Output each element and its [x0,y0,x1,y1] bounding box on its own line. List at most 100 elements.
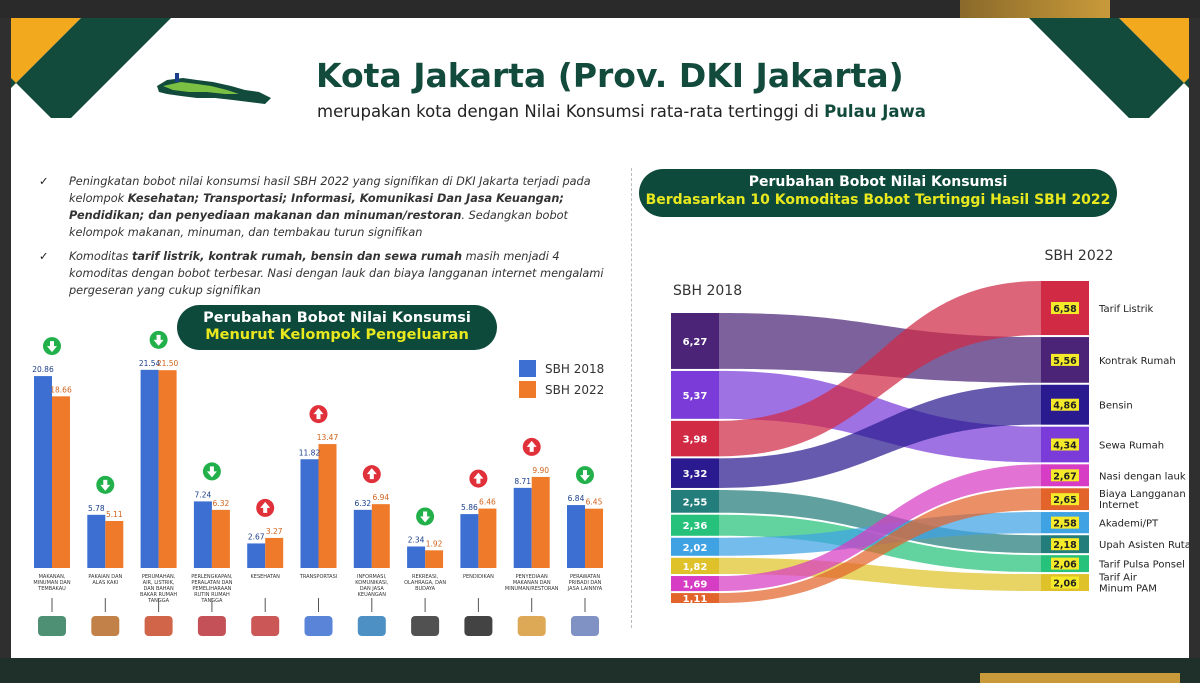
category-label-line: PERAWATAN [570,574,600,580]
sankey-left-node [671,557,719,575]
bar-value-label-2018: 5.86 [461,503,478,512]
bar-2022 [318,444,337,568]
top-dark-decoration [0,0,1200,18]
bar-2022 [211,509,230,568]
icon-shape [251,616,280,636]
sankey-right-label: Akademi/PT [1099,519,1159,530]
category-label-line: MINUMAN/RESTORAN [505,586,559,592]
corner-right-decoration [1029,18,1189,118]
sankey-right-label: Nasi dengan lauk [1099,471,1186,482]
category-label-line: PEMELIHARAAN [192,586,231,592]
note-text: tarif listrik, kontrak rumah, bensin dan… [131,250,463,263]
icon-shape [464,616,493,636]
icon-shape [304,616,333,636]
bar-2022 [105,520,124,568]
category-label-line: JASA LAINNYA [567,586,603,592]
category-label: PENYEDIAAN MAKANAN DAN MINUMAN/RESTORAN [505,574,559,592]
category-label-line: PENDIDIKAN [463,574,494,580]
bar-value-label-2018: 7.24 [195,490,212,499]
sankey-link [719,488,1041,603]
check-icon: ✓ [39,250,49,263]
note-item: ✓ Peningkatan bobot nilai konsumsi hasil … [39,173,607,241]
sankey-right-label: Tarif Air Minum PAM [1098,573,1157,595]
bar-2022 [52,396,70,568]
sankey-right-header: SBH 2022 [1044,248,1113,264]
icon-shape [91,616,120,636]
category-label-line: INFORMASI, [357,574,387,580]
category-label-line: KOMUNIKASI, [355,580,388,586]
bar-value-label-2018: 6.84 [568,494,585,503]
sankey-right-value: 2,18 [1053,540,1077,551]
bar-value-label-2018: 8.71 [514,477,531,486]
note-text: Kesehatan; Transportasi; Informasi, Komu… [69,192,564,222]
arrow-glyph [206,466,217,478]
arrow-glyph [473,472,484,484]
label-line: Minum PAM [1099,584,1157,595]
category-label-line: KEUANGAN [358,592,387,598]
sankey-right-value: 2,65 [1053,495,1076,506]
label-line: Biaya Langganan [1099,489,1186,500]
bar-2022 [478,508,497,568]
clapper-icon [411,616,440,636]
sankey-right-value: 4,86 [1053,401,1077,412]
food-icon [38,616,66,636]
care-icon [571,616,599,636]
arrow-glyph [260,501,271,513]
category-label-line: AIR, LISTRIK, [143,580,175,586]
page-subtitle: merupakan kota dengan Nilai Konsumsi rat… [317,102,926,121]
bar-2022 [585,508,603,568]
bar-value-label-2022: 9.90 [532,466,549,475]
arrow-glyph [313,408,324,420]
bar-2022 [531,476,550,568]
label-line: Tarif Air [1098,573,1138,584]
java-island-icon [157,73,271,104]
sankey-left-node [671,514,719,536]
legend-label-2022: SBH 2022 [545,383,605,397]
sankey-link [719,384,1041,488]
category-label-line: ALAS KAKI [92,580,118,586]
bar-2018 [193,501,212,568]
bar-value-label-2022: 21.50 [157,359,179,368]
category-label: TRANSPORTASI [299,574,337,580]
health-icon [251,616,280,636]
category-label-line: DAN JASA [360,586,385,592]
bar-2018 [34,376,52,568]
sankey-value-badge [1051,576,1079,589]
category-label: MAKANAN, MINUMAN DAN TEMBAKAU [33,574,70,592]
sankey-left-value: 6,27 [683,337,708,348]
legend-swatch-2018 [519,360,536,377]
sankey-left-header: SBH 2018 [673,283,742,299]
sankey-right-label: Upah Asisten Ruta [1099,540,1189,551]
bar-2018 [353,509,372,568]
sankey-chart: SBH 2018 SBH 2022 6,27 5,37 3,98 3,32 2,55 2,36… [671,248,1189,605]
category-label-line: TRANSPORTASI [299,574,337,580]
sankey-value-badge [1051,469,1079,482]
category-label-line: MAKANAN, [39,574,66,580]
sankey-left-value: 3,98 [683,435,708,446]
arrow-glyph [100,479,111,491]
bar-value-label-2022: 1.92 [426,539,443,548]
icon-shape [38,616,66,636]
note-text: Komoditas [69,250,132,263]
sankey-right-value: 6,58 [1053,304,1077,315]
category-label-line: MINUMAN DAN [33,580,70,586]
arrow-glyph [153,334,164,346]
restaurant-icon [517,616,546,636]
bar-value-label-2018: 6.32 [354,499,371,508]
sankey-title-pill: Perubahan Bobot Nilai Konsumsi Berdasark… [639,169,1117,217]
sankey-value-badge [1051,516,1079,529]
network-icon [357,616,386,636]
bar-2018 [407,546,426,568]
category-label: PAKAIAN DAN ALAS KAKI [88,574,122,586]
sankey-value-badge [1051,353,1079,366]
sankey-right-value: 2,06 [1053,560,1077,571]
sankey-left-node [671,458,719,488]
sankey-value-badge [1051,302,1079,315]
category-label-line: PERUMAHAN, [142,574,176,580]
category-label: REKREASI, OLAHRAGA, DAN BUDAYA [404,574,446,592]
bar-value-label-2022: 13.47 [317,433,339,442]
sankey-right-label: Kontrak Rumah [1099,356,1176,367]
slide: Kota Jakarta (Prov. DKI Jakarta) merupak… [11,18,1189,658]
sankey-link [719,464,1041,592]
top-gold-decoration [960,0,1110,18]
